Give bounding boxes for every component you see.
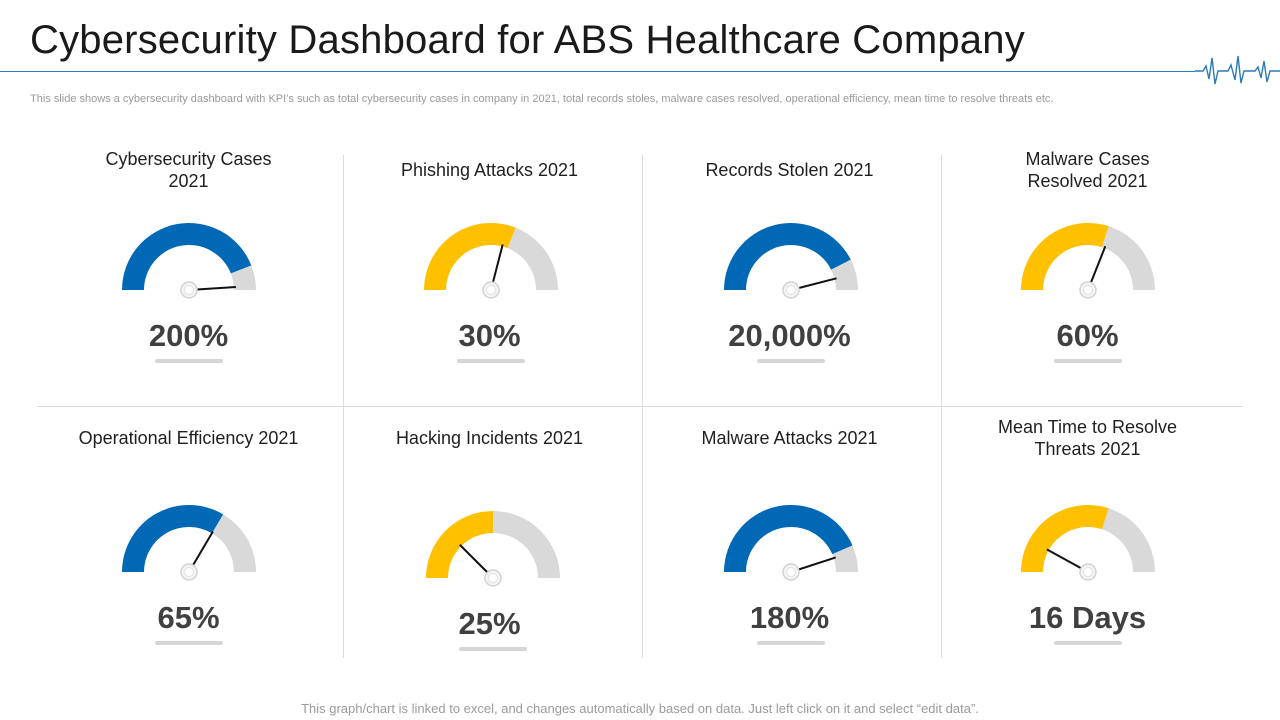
kpi-value: 180%: [749, 600, 830, 635]
gauge-chart: [724, 505, 858, 581]
kpi-value: 200%: [148, 318, 229, 353]
kpi-value-underline: [757, 359, 825, 363]
gauge-chart: [122, 222, 256, 299]
kpi-value: 16 Days: [1028, 600, 1147, 635]
gauge-remaining-arc: [832, 545, 858, 572]
kpi-value: 65%: [157, 600, 220, 635]
gauge-remaining-arc: [1101, 508, 1155, 572]
gauge-remaining-arc: [211, 514, 256, 572]
heartbeat-icon: [1195, 55, 1280, 85]
gauge-fill-arc: [122, 222, 252, 290]
gauge-hub-inner: [786, 285, 796, 295]
gauge-fill-arc: [1021, 505, 1109, 572]
gauge-hub-inner: [786, 567, 796, 577]
kpi-value-underline: [155, 359, 223, 363]
page-title: Cybersecurity Dashboard for ABS Healthca…: [30, 18, 1025, 62]
kpi-value-underline: [457, 359, 525, 363]
kpi-value-underline: [155, 641, 223, 645]
kpi-title: Records Stolen 2021: [705, 160, 874, 180]
footer-note: This graph/chart is linked to excel, and…: [301, 701, 979, 716]
gauge-hub-inner: [1083, 567, 1093, 577]
kpi-value: 30%: [458, 318, 521, 353]
kpi-value-underline: [459, 647, 527, 651]
gauge-fill-arc: [724, 505, 853, 572]
kpi-value-underline: [1054, 359, 1122, 363]
kpi-title: Malware Cases Resolved 2021: [1025, 149, 1150, 191]
gauge-hub-inner: [184, 285, 194, 295]
gauge-remaining-arc: [493, 511, 560, 578]
grid-divider-vertical: [941, 155, 942, 658]
gauge-fill-arc: [426, 511, 493, 578]
page-subtitle: This slide shows a cybersecurity dashboa…: [30, 93, 1054, 105]
gauge-chart: [424, 223, 558, 299]
gauge-hub-inner: [486, 285, 496, 295]
kpi-title: Phishing Attacks 2021: [400, 160, 579, 180]
kpi-title: Operational Efficiency 2021: [78, 428, 299, 448]
gauge-chart: [426, 511, 560, 587]
kpi-title: Malware Attacks 2021: [701, 428, 878, 448]
gauge-remaining-arc: [831, 259, 858, 290]
gauge-fill-arc: [122, 505, 224, 572]
gauge-hub-inner: [1083, 285, 1093, 295]
kpi-value: 60%: [1056, 318, 1119, 353]
gauge-hub-inner: [184, 567, 194, 577]
kpi-value-underline: [757, 641, 825, 645]
gauge-remaining-arc: [1101, 226, 1155, 290]
grid-divider-vertical: [642, 155, 643, 658]
gauge-remaining-arc: [507, 227, 558, 290]
gauge-fill-arc: [724, 223, 851, 290]
kpi-value: 25%: [458, 606, 521, 641]
gauge-fill-arc: [1021, 223, 1109, 290]
gauge-chart: [724, 223, 858, 299]
title-divider: [0, 71, 1195, 72]
gauge-fill-arc: [424, 223, 516, 290]
grid-divider-vertical: [343, 155, 344, 658]
kpi-title: Cybersecurity Cases 2021: [105, 149, 272, 191]
gauge-chart: [1021, 223, 1155, 299]
gauge-remaining-arc: [230, 265, 256, 290]
kpi-value-underline: [1054, 641, 1122, 645]
gauge-hub-inner: [488, 573, 498, 583]
grid-divider-horizontal: [37, 406, 1243, 407]
kpi-title: Hacking Incidents 2021: [395, 428, 584, 448]
kpi-value: 20,000%: [728, 318, 851, 353]
kpi-title: Mean Time to Resolve Threats 2021: [997, 417, 1178, 459]
gauge-chart: [1021, 505, 1155, 581]
gauge-chart: [122, 505, 256, 581]
